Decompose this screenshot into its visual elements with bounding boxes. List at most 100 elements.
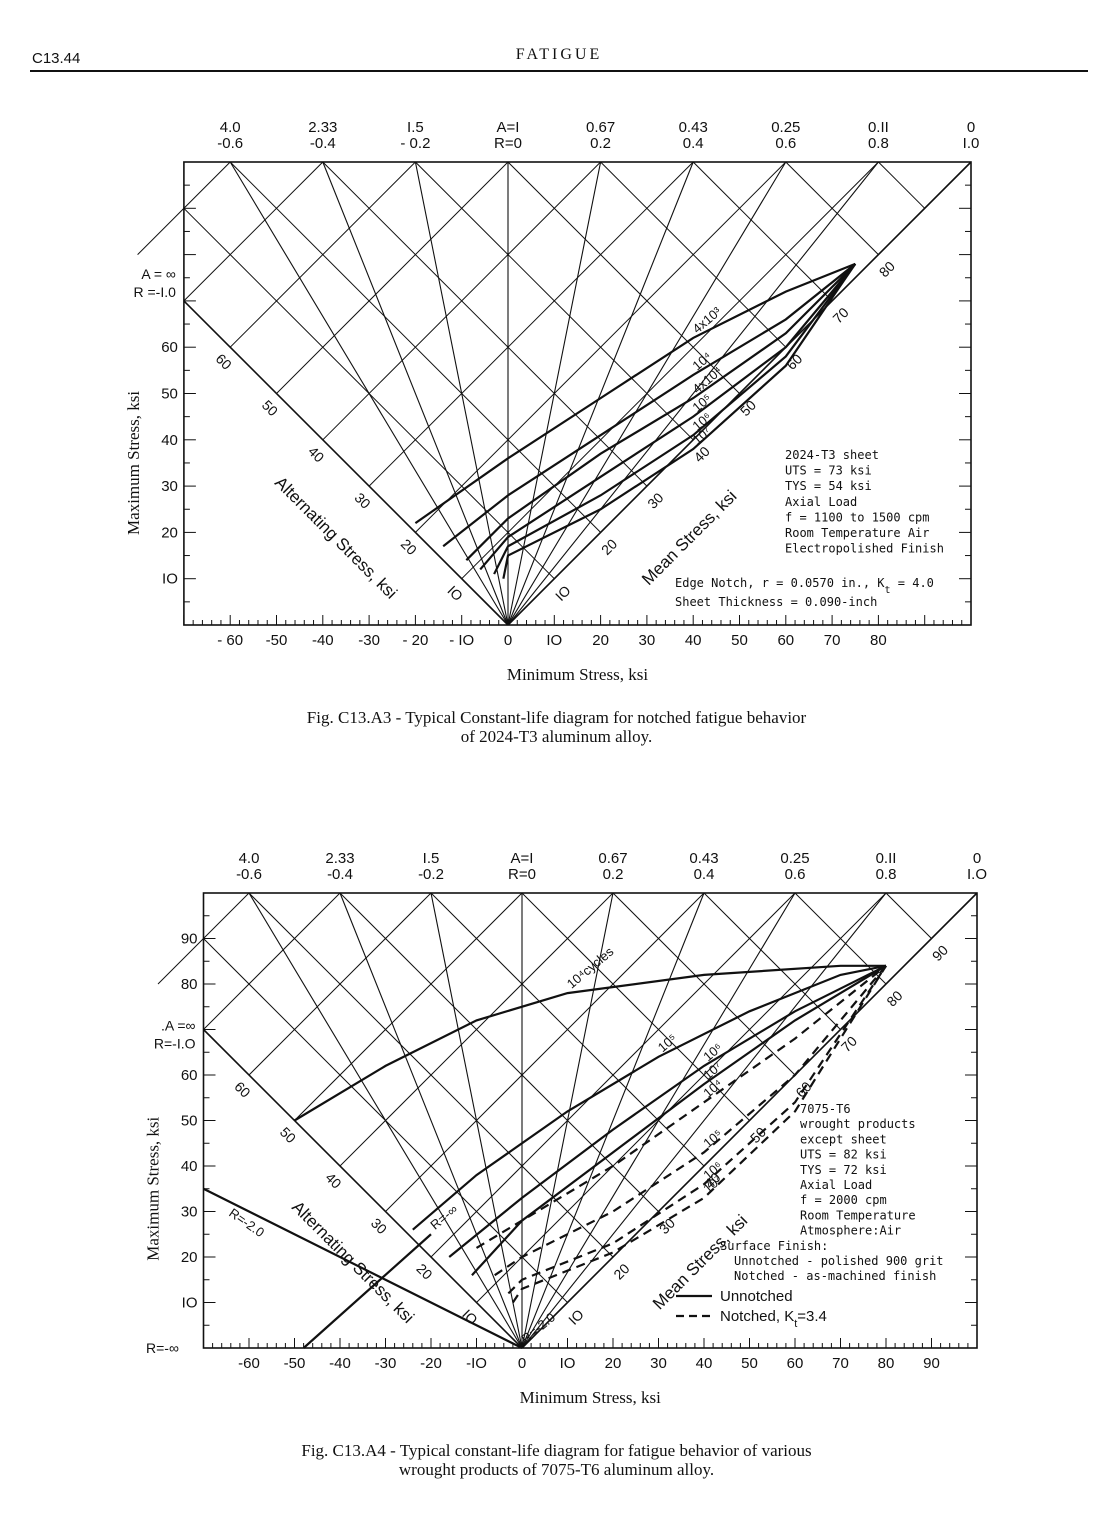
mean-tick-label: IO [565, 1306, 587, 1328]
caption-line-2: of 2024-T3 aluminum alloy. [460, 727, 653, 746]
notch-note: Edge Notch, r = 0.0570 in., Kt = 4.0 [675, 576, 934, 596]
material-spec-line: TYS = 72 ksi [800, 1163, 887, 1177]
material-spec-line: 7075-T6 [800, 1102, 851, 1116]
x-tick-label: 50 [731, 632, 748, 649]
ratio-r-label: R=0 [508, 866, 536, 883]
stress-ratio-ray [248, 892, 523, 1349]
ratio-a-label: 0.25 [771, 119, 800, 136]
x-tick-label: -40 [329, 1355, 351, 1372]
ratio-r-label: 0.4 [683, 135, 704, 152]
fatigue-life-curve [507, 965, 887, 1295]
y-tick-label: 90 [181, 931, 198, 948]
alternating-stress-gridline [368, 161, 694, 487]
x-tick-label: 0 [504, 632, 512, 649]
ratio-r-label: 0.2 [603, 866, 624, 883]
x-tick-label: 30 [639, 632, 656, 649]
fatigue-life-curve [293, 964, 886, 1122]
mean-tick-label: 30 [656, 1215, 678, 1237]
y-tick-label: 50 [181, 1113, 198, 1130]
ratio-r-label: 0.2 [590, 135, 611, 152]
stress-ratio-ray [521, 892, 614, 1349]
stress-ratio-ray [521, 892, 978, 1349]
y-tick-label: IO [182, 1295, 198, 1312]
x-tick-label: 70 [832, 1355, 849, 1372]
material-spec-line: Room Temperature [800, 1208, 916, 1222]
x-tick-label: 0 [518, 1355, 526, 1372]
curve-label: 10⁴ [700, 1076, 725, 1100]
mean-stress-gridline [785, 161, 879, 255]
stress-ratio-ray [507, 161, 972, 626]
y-tick-label: 60 [161, 339, 178, 356]
ratio-r-label: -0.6 [236, 866, 262, 883]
alternating-stress-gridline [229, 161, 416, 348]
mean-stress-gridline [322, 161, 648, 487]
alternating-stress-axis [202, 1028, 523, 1349]
x-tick-label: 40 [685, 632, 702, 649]
ratio-r-label: 0.8 [868, 135, 889, 152]
material-spec-line: TYS = 54 ksi [785, 479, 872, 493]
edge-label-a: .A =∞ [161, 1018, 196, 1034]
fatigue-life-curve [302, 1233, 432, 1349]
y-tick-label: 80 [181, 976, 198, 993]
caption-line-1: Fig. C13.A4 - Typical constant-life diag… [301, 1441, 812, 1460]
curve-label: 10⁵ [700, 1126, 725, 1150]
fatigue-life-curve [494, 965, 887, 1277]
fatigue-life-curve [412, 964, 887, 1231]
stress-ratio-ray [339, 892, 523, 1349]
ratio-a-label: 2.33 [308, 119, 337, 136]
y-tick-label: 50 [161, 386, 178, 403]
x-axis-title: Minimum Stress, ksi [520, 1388, 661, 1407]
ratio-r-label: -0.6 [217, 135, 243, 152]
ratio-a-label: 0 [973, 850, 981, 867]
caption-fig-c13-a4: Fig. C13.A4 - Typical constant-life diag… [0, 1441, 1113, 1479]
x-tick-label: 60 [777, 632, 794, 649]
ratio-a-label: 0 [967, 119, 975, 136]
fatigue-life-curve [502, 263, 857, 579]
material-spec-line: f = 1100 to 1500 cpm [785, 510, 930, 524]
stress-ratio-ray [521, 892, 887, 1349]
mean-stress-gridline [507, 161, 740, 394]
edge-label-r: R=-I.O [154, 1036, 196, 1052]
material-spec-line: Unnotched - polished 900 grit [734, 1254, 944, 1268]
ratio-a-label: 0.67 [586, 119, 615, 136]
caption-fig-c13-a3: Fig. C13.A3 - Typical Constant-life diag… [0, 708, 1113, 746]
x-tick-label: - 20 [402, 632, 428, 649]
caption-line-1: Fig. C13.A3 - Typical Constant-life diag… [306, 708, 807, 727]
material-spec-line: Axial Load [785, 495, 857, 509]
material-spec-line: UTS = 82 ksi [800, 1148, 887, 1162]
ratio-r-label: - 0.2 [400, 135, 430, 152]
ratio-r-label: -0.4 [310, 135, 336, 152]
legend-notched-label: Notched, Kt=3.4 [720, 1308, 827, 1330]
alternating-stress-axis [183, 300, 509, 626]
fatigue-life-curve [493, 263, 857, 575]
x-tick-label: 40 [696, 1355, 713, 1372]
page-number: C13.44 [32, 50, 81, 67]
fatigue-life-curve [511, 965, 887, 1304]
y-tick-label: 40 [161, 432, 178, 449]
ratio-a-label: I.5 [423, 850, 440, 867]
running-title: FATIGUE [515, 46, 603, 63]
x-tick-label: - IO [449, 632, 474, 649]
ratio-r-label: -0.2 [418, 866, 444, 883]
x-tick-label: IO [560, 1355, 576, 1372]
alternating-stress-gridline [276, 161, 509, 394]
x-tick-label: -30 [358, 632, 380, 649]
y-tick-label: 20 [161, 524, 178, 541]
x-axis-title: Minimum Stress, ksi [507, 665, 648, 684]
x-tick-label: 30 [650, 1355, 667, 1372]
alternating-stress-gridline [203, 892, 341, 1030]
curve-label: R=-∞ [427, 1201, 460, 1232]
x-tick-label: 90 [923, 1355, 940, 1372]
alternating-tick-label: 40 [322, 1169, 344, 1191]
fatigue-life-curve [448, 964, 887, 1258]
ratio-a-label: 4.0 [239, 850, 260, 867]
mean-stress-gridline [878, 161, 926, 209]
y-tick-label: 60 [181, 1067, 198, 1084]
ratio-a-label: A=I [497, 119, 520, 136]
x-tick-label: - 60 [217, 632, 243, 649]
material-spec-line: except sheet [800, 1132, 887, 1146]
alternating-tick-label: 30 [368, 1215, 390, 1237]
mean-tick-label: 90 [929, 942, 951, 964]
stress-ratio-ray [414, 161, 509, 626]
stress-ratio-ray [507, 161, 787, 626]
